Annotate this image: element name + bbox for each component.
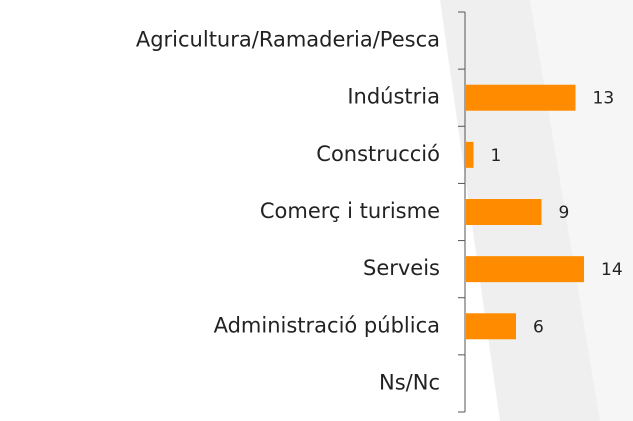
category-label: Construcció xyxy=(316,142,440,166)
category-label: Ns/Nc xyxy=(379,370,440,394)
category-label: Agricultura/Ramaderia/Pesca xyxy=(136,28,440,52)
category-label: Administració pública xyxy=(214,313,440,337)
category-label: Comerç i turisme xyxy=(260,199,440,223)
value-label: 6 xyxy=(533,317,544,337)
value-label: 13 xyxy=(593,89,615,109)
value-label: 1 xyxy=(491,146,502,166)
bar xyxy=(466,256,584,283)
category-label: Serveis xyxy=(363,256,440,280)
bar xyxy=(466,199,542,225)
bar xyxy=(466,84,576,111)
category-label: Indústria xyxy=(347,85,440,109)
value-label: 9 xyxy=(559,203,570,223)
bar xyxy=(466,141,474,168)
bar xyxy=(466,313,516,340)
value-label: 14 xyxy=(601,260,623,280)
